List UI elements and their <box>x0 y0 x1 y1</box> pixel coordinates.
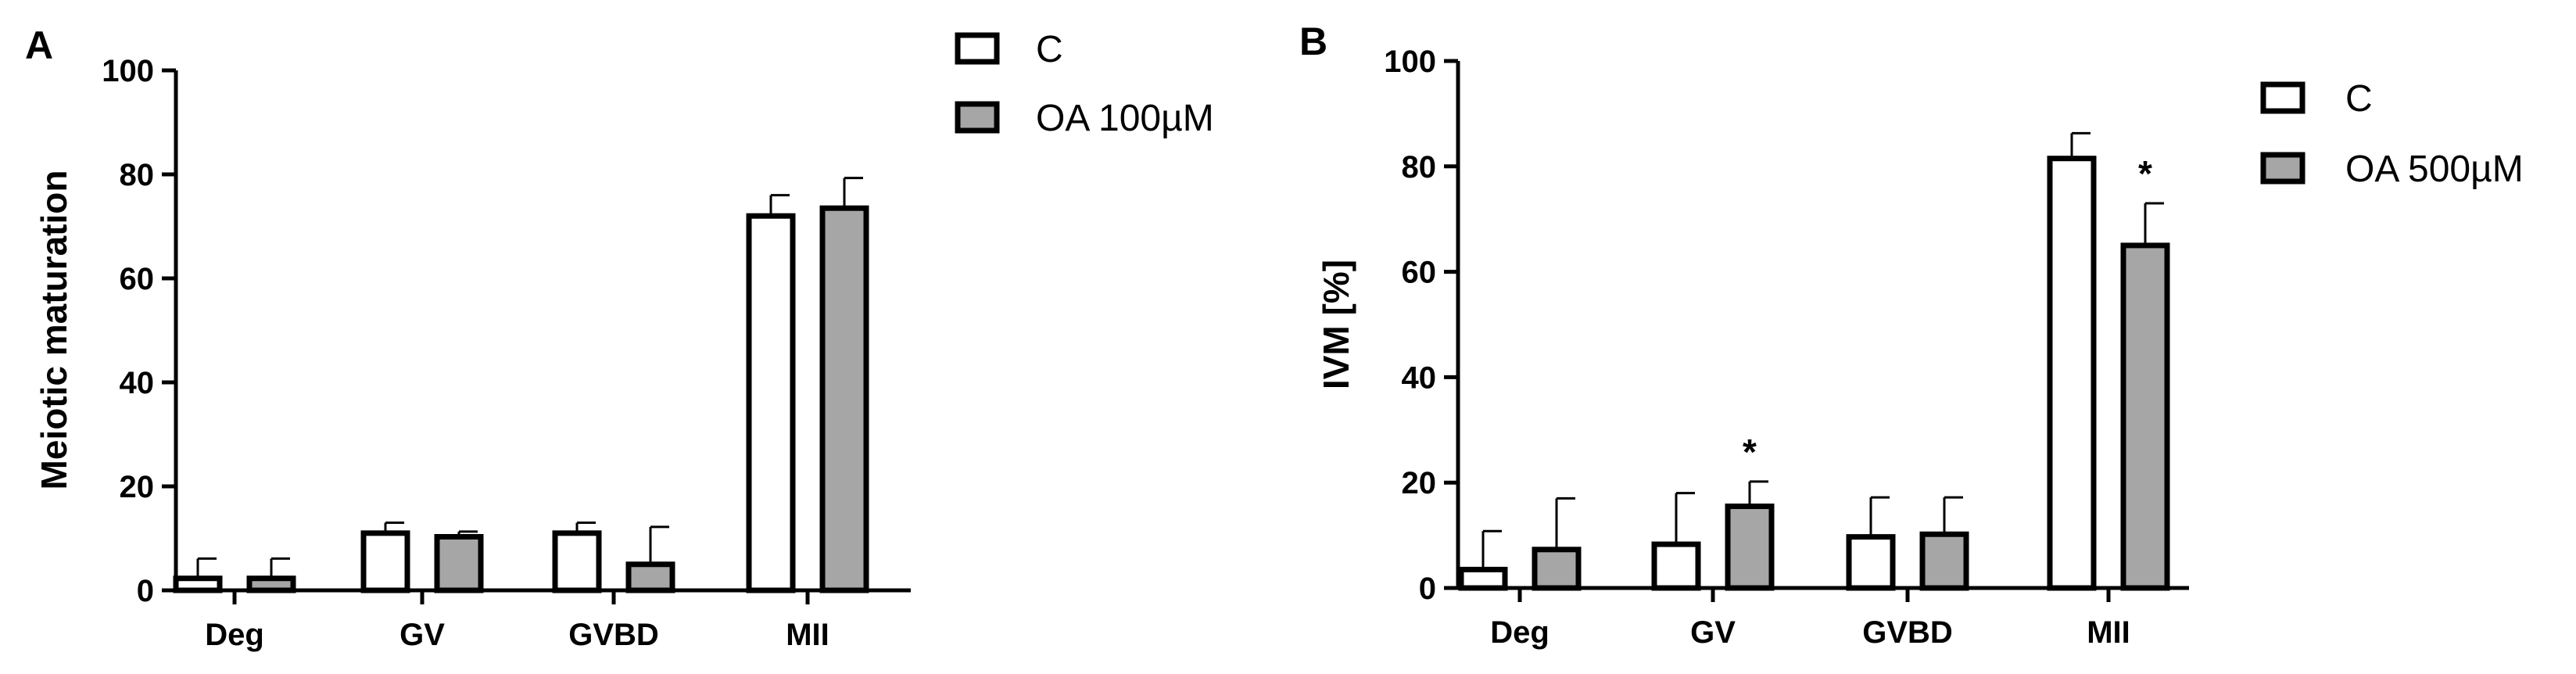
panel-a-bar-1-3 <box>819 205 869 593</box>
panel-b-bar-1-3 <box>2120 242 2170 591</box>
panel-a-xtick-label-0: Deg <box>205 618 264 652</box>
panel-b-legend-swatch-1 <box>2260 152 2306 185</box>
panel-b-bar-0-2 <box>1846 534 1896 591</box>
panel-a-legend-swatch-0 <box>955 32 1000 65</box>
panel-b-bar-0-1 <box>1651 541 1701 591</box>
panel-b-ytick-label-3: 60 <box>1402 256 1437 290</box>
panel-a-ytick-label-4: 80 <box>120 158 155 192</box>
panel-a-bar-1-2 <box>625 561 675 593</box>
panel-b-letter: B <box>1299 20 1327 63</box>
panel-a-y-axis-title: Meiotic maturation <box>34 170 74 490</box>
panel-a-ytick-label-0: 0 <box>137 574 154 608</box>
panel-b-legend-label-1: OA 500µM <box>2345 149 2524 190</box>
panel-b-ytick-label-1: 20 <box>1402 466 1437 500</box>
panel-b-ytick-label-2: 40 <box>1402 360 1437 395</box>
panel-a-bar-1-1 <box>434 534 484 593</box>
panel-b-ytick-label-5: 100 <box>1384 45 1436 79</box>
panel-b-xtick-label-2: GVBD <box>1862 615 1953 650</box>
panel-b-bar-0-3 <box>2047 156 2097 591</box>
panel-b-ytick-label-4: 80 <box>1402 150 1437 185</box>
panel-a-xtick-label-1: GV <box>399 618 445 652</box>
panel-a-legend-label-0: C <box>1036 29 1063 70</box>
panel-a-legend-swatch-1 <box>955 101 1000 134</box>
panel-b-bar-1-1 <box>1725 504 1775 591</box>
panel-a-letter: A <box>25 23 53 67</box>
panel-a-bar-0-3 <box>746 213 796 593</box>
panel-a-xtick-label-2: GVBD <box>568 618 659 652</box>
panel-b-xtick-label-0: Deg <box>1490 615 1550 650</box>
panel-b-xtick-label-3: MII <box>2087 615 2130 650</box>
panel-a-ytick-label-3: 60 <box>120 262 155 296</box>
panel-b-y-axis-title: IVM [%] <box>1316 260 1356 389</box>
panel-a-ytick-label-2: 40 <box>120 366 155 400</box>
panel-a-ytick-label-1: 20 <box>120 470 155 504</box>
panel-b-significance-3: * <box>2138 153 2152 194</box>
panel-a-bar-0-2 <box>552 530 602 593</box>
panel-b-bar-1-0 <box>1532 547 1582 591</box>
panel-b-ytick-label-0: 0 <box>1419 572 1436 606</box>
panel-a-ytick-label-5: 100 <box>102 54 154 88</box>
panel-a-bar-0-1 <box>360 530 410 593</box>
panel-b-significance-1: * <box>1743 432 1757 472</box>
panel-a-legend-label-1: OA 100µM <box>1036 98 1214 139</box>
panel-a-xtick-label-3: MII <box>786 618 829 652</box>
panel-b-legend-swatch-0 <box>2260 81 2306 114</box>
panel-b-legend-label-0: C <box>2345 78 2373 120</box>
panel-b-xtick-label-1: GV <box>1690 615 1736 650</box>
panel-b-bar-0-0 <box>1458 566 1508 591</box>
panel-b-bar-1-2 <box>1919 531 1969 591</box>
